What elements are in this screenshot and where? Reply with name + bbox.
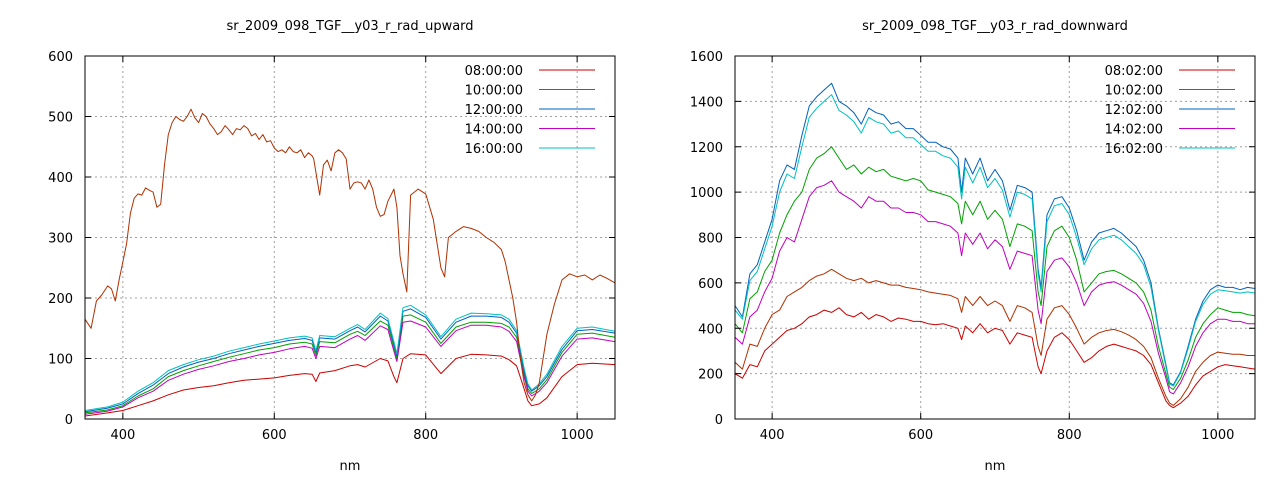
series-group — [85, 108, 615, 417]
legend-label: 14:00:00 — [465, 123, 523, 138]
series-line-10-00-00 — [85, 314, 615, 414]
legend-label: 16:02:00 — [1105, 142, 1163, 157]
legend-label: 12:02:00 — [1105, 103, 1163, 118]
legend: 08:02:00 10:02:00 12:02:00 14:02:00 16:02:00 — [1105, 64, 1235, 157]
y-tick-label: 200 — [698, 368, 723, 383]
series-line-extra — [85, 108, 615, 402]
x-tick-label: 800 — [413, 428, 438, 443]
y-tick-label: 800 — [698, 232, 723, 247]
x-tick-label: 800 — [1057, 428, 1082, 443]
y-tick-label: 1400 — [690, 95, 723, 110]
y-tick-label: 200 — [48, 292, 73, 307]
legend-label: 08:00:00 — [465, 64, 523, 79]
x-tick-label: 1000 — [561, 428, 594, 443]
x-tick-label: 600 — [908, 428, 933, 443]
legend-label: 16:00:00 — [465, 142, 523, 157]
legend-label: 12:00:00 — [465, 103, 523, 118]
x-tick-label: 600 — [262, 428, 287, 443]
series-line-16-02-00 — [735, 94, 1255, 387]
legend: 08:00:00 10:00:00 12:00:00 14:00:00 16:00:00 — [465, 64, 595, 157]
series-line-14-02-00 — [735, 180, 1255, 395]
series-line-08-02-00 — [735, 307, 1255, 409]
y-tick-label: 500 — [48, 111, 73, 126]
y-tick-label: 0 — [715, 413, 723, 428]
y-tick-label: 300 — [48, 232, 73, 247]
y-tick-label: 400 — [48, 171, 73, 186]
series-line-extra — [735, 268, 1255, 406]
legend-label: 10:02:00 — [1105, 84, 1163, 99]
y-tick-label: 1200 — [690, 141, 723, 156]
x-axis-label: nm — [340, 459, 361, 474]
x-tick-label: 400 — [110, 428, 135, 443]
legend-label: 08:02:00 — [1105, 64, 1163, 79]
series-line-08-00-00 — [85, 353, 615, 417]
chart-title: sr_2009_098_TGF__y03_r_rad_downward — [862, 19, 1128, 34]
chart-title: sr_2009_098_TGF__y03_r_rad_upward — [226, 19, 473, 34]
y-tick-label: 600 — [698, 277, 723, 292]
y-tick-label: 400 — [698, 322, 723, 337]
x-tick-label: 400 — [760, 428, 785, 443]
legend-label: 10:00:00 — [465, 84, 523, 99]
y-tick-label: 600 — [48, 50, 73, 65]
y-tick-label: 1600 — [690, 50, 723, 65]
series-group — [735, 82, 1255, 409]
chart-panel-2: sr_2009_098_TGF__y03_r_rad_downward 400 60… — [690, 19, 1256, 474]
series-line-10-02-00 — [735, 146, 1255, 390]
series-line-16-00-00 — [85, 304, 615, 411]
legend-label: 14:02:00 — [1105, 123, 1163, 138]
y-tick-label: 100 — [48, 353, 73, 368]
series-line-14-00-00 — [85, 320, 615, 415]
x-tick-label: 1000 — [1201, 428, 1234, 443]
chart-panel-1: sr_2009_098_TGF__y03_r_rad_upward 400 600 8… — [48, 19, 616, 474]
x-axis-label: nm — [985, 459, 1006, 474]
y-tick-label: 0 — [65, 413, 73, 428]
y-tick-label: 1000 — [690, 186, 723, 201]
